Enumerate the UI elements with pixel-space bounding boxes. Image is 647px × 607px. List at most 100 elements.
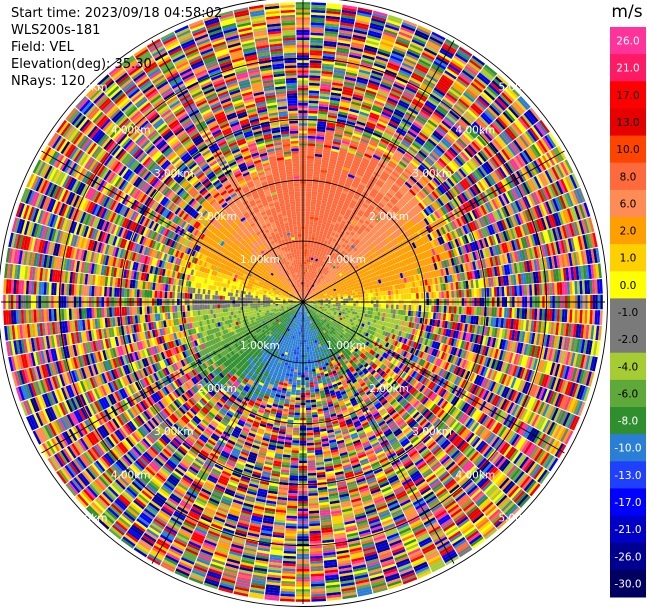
velocity-gate <box>322 195 329 199</box>
velocity-gate <box>328 228 333 233</box>
velocity-gate <box>352 96 363 102</box>
velocity-gate <box>356 120 366 127</box>
velocity-gate <box>358 297 361 301</box>
velocity-gate <box>313 263 317 267</box>
velocity-gate <box>318 215 324 219</box>
velocity-gate <box>396 294 399 300</box>
velocity-gate <box>400 289 404 295</box>
velocity-gate <box>304 294 306 298</box>
velocity-gate <box>309 72 321 76</box>
velocity-gate <box>325 134 334 139</box>
velocity-gate <box>349 290 353 294</box>
velocity-gate <box>326 222 331 226</box>
velocity-gate <box>374 60 387 67</box>
velocity-gate <box>349 142 359 148</box>
velocity-gate <box>309 272 312 276</box>
velocity-gate <box>338 32 353 37</box>
velocity-gate <box>393 294 397 300</box>
velocity-gate <box>448 306 452 314</box>
velocity-gate <box>304 287 306 290</box>
velocity-gate <box>306 290 308 293</box>
velocity-gate <box>346 69 358 74</box>
velocity-gate <box>341 169 349 174</box>
velocity-gate <box>303 297 305 300</box>
velocity-gate <box>471 288 475 298</box>
velocity-gate <box>357 118 367 124</box>
velocity-gate <box>403 304 407 310</box>
velocity-gate <box>415 311 419 317</box>
velocity-gate <box>327 199 333 203</box>
velocity-gate <box>308 226 313 230</box>
velocity-gate <box>403 294 407 300</box>
velocity-gate <box>305 284 307 288</box>
velocity-gate <box>305 198 311 202</box>
velocity-gate <box>317 220 323 224</box>
velocity-gate <box>326 219 332 224</box>
velocity-gate <box>328 165 336 170</box>
velocity-gate <box>471 306 475 316</box>
velocity-gate <box>387 17 402 24</box>
velocity-gate <box>370 20 385 27</box>
velocity-gate <box>478 288 482 298</box>
velocity-gate <box>371 17 386 24</box>
velocity-gate <box>375 304 379 308</box>
velocity-gate <box>314 217 319 221</box>
velocity-gate <box>367 289 371 294</box>
velocity-gate <box>327 230 332 235</box>
velocity-gate <box>481 307 485 316</box>
velocity-gate <box>341 190 349 195</box>
velocity-gate <box>353 306 356 309</box>
velocity-gate <box>310 209 315 212</box>
velocity-gate <box>335 209 341 214</box>
velocity-gate <box>342 4 358 10</box>
velocity-gate <box>323 229 329 234</box>
velocity-gate <box>383 291 386 296</box>
velocity-gate <box>328 302 331 305</box>
velocity-gate <box>441 305 445 313</box>
velocity-gate <box>339 24 354 30</box>
velocity-gate <box>309 267 312 271</box>
velocity-gate <box>307 267 310 270</box>
velocity-gate <box>321 159 329 164</box>
velocity-gate <box>337 202 344 207</box>
velocity-gate <box>345 303 349 306</box>
velocity-gate <box>410 310 414 317</box>
velocity-gate <box>353 295 356 298</box>
velocity-gate <box>326 13 341 18</box>
velocity-gate <box>310 201 316 205</box>
velocity-gate <box>330 186 337 191</box>
velocity-gate <box>314 237 319 241</box>
velocity-gate <box>350 298 354 301</box>
velocity-gate <box>309 252 313 255</box>
velocity-gate <box>332 296 336 298</box>
velocity-gate <box>307 274 310 278</box>
velocity-gate <box>304 254 307 257</box>
velocity-gate <box>318 113 328 118</box>
velocity-gate <box>365 290 368 294</box>
velocity-gate <box>324 227 329 231</box>
velocity-gate <box>308 229 313 232</box>
velocity-gate <box>329 102 340 107</box>
velocity-gate <box>340 195 347 200</box>
velocity-gate <box>376 53 390 60</box>
velocity-gate <box>311 194 317 197</box>
velocity-gate <box>313 257 316 261</box>
velocity-gate <box>310 259 313 263</box>
velocity-gate <box>426 305 429 312</box>
velocity-gate <box>322 245 326 249</box>
velocity-gate <box>369 311 373 315</box>
velocity-gate <box>333 299 336 302</box>
velocity-gate <box>466 289 470 298</box>
velocity-gate <box>314 158 322 163</box>
velocity-gate <box>319 254 323 258</box>
velocity-gate <box>308 105 319 109</box>
velocity-gate <box>329 210 335 215</box>
velocity-gate <box>304 276 307 280</box>
velocity-gate <box>306 256 309 260</box>
velocity-gate <box>400 309 404 315</box>
velocity-gate <box>345 307 348 311</box>
velocity-gate <box>320 207 326 212</box>
velocity-gate <box>351 98 363 104</box>
velocity-gate <box>308 282 310 286</box>
velocity-gate <box>368 296 371 301</box>
